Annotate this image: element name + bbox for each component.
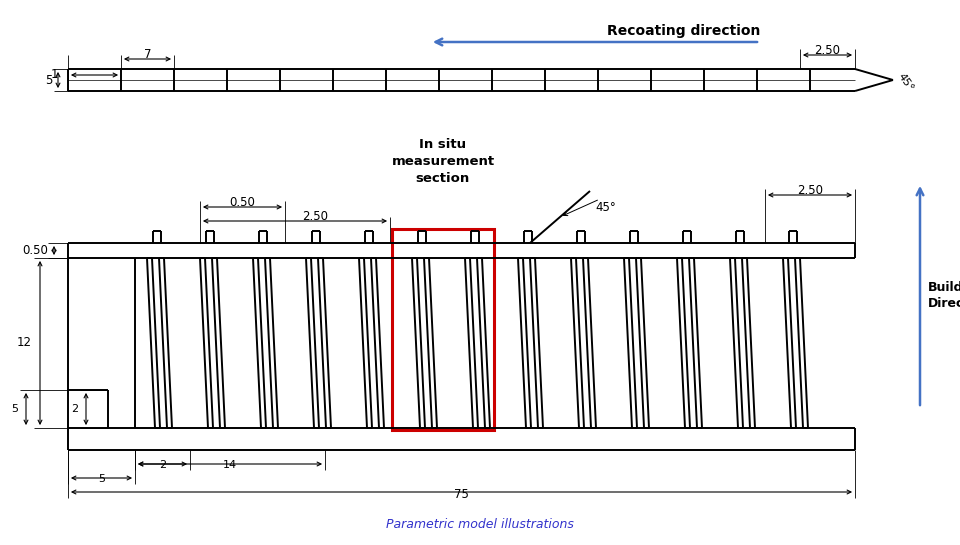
Text: 12: 12 — [17, 336, 32, 349]
Bar — [392, 229, 494, 430]
Text: 2.50: 2.50 — [302, 210, 328, 223]
Text: Build
Direct...: Build Direct... — [928, 281, 960, 310]
Text: 45°: 45° — [896, 71, 916, 93]
Text: 2.50: 2.50 — [797, 184, 823, 197]
Text: 2.50: 2.50 — [814, 44, 841, 57]
Text: 2: 2 — [159, 460, 166, 470]
Text: Parametric model illustrations: Parametric model illustrations — [386, 518, 574, 531]
Text: 5: 5 — [11, 404, 18, 414]
Text: 0.50: 0.50 — [229, 197, 255, 209]
Text: 5: 5 — [98, 474, 105, 484]
Text: In situ
measurement
section: In situ measurement section — [392, 138, 494, 185]
Text: 1: 1 — [51, 69, 58, 82]
Text: 75: 75 — [454, 488, 468, 501]
Text: 2: 2 — [71, 404, 78, 414]
Text: 45°: 45° — [595, 201, 615, 214]
Text: 0.50: 0.50 — [22, 244, 48, 257]
Text: 7: 7 — [144, 49, 152, 62]
Text: Recoating direction: Recoating direction — [607, 24, 760, 38]
Text: 5: 5 — [44, 74, 52, 87]
Text: 14: 14 — [223, 460, 237, 470]
